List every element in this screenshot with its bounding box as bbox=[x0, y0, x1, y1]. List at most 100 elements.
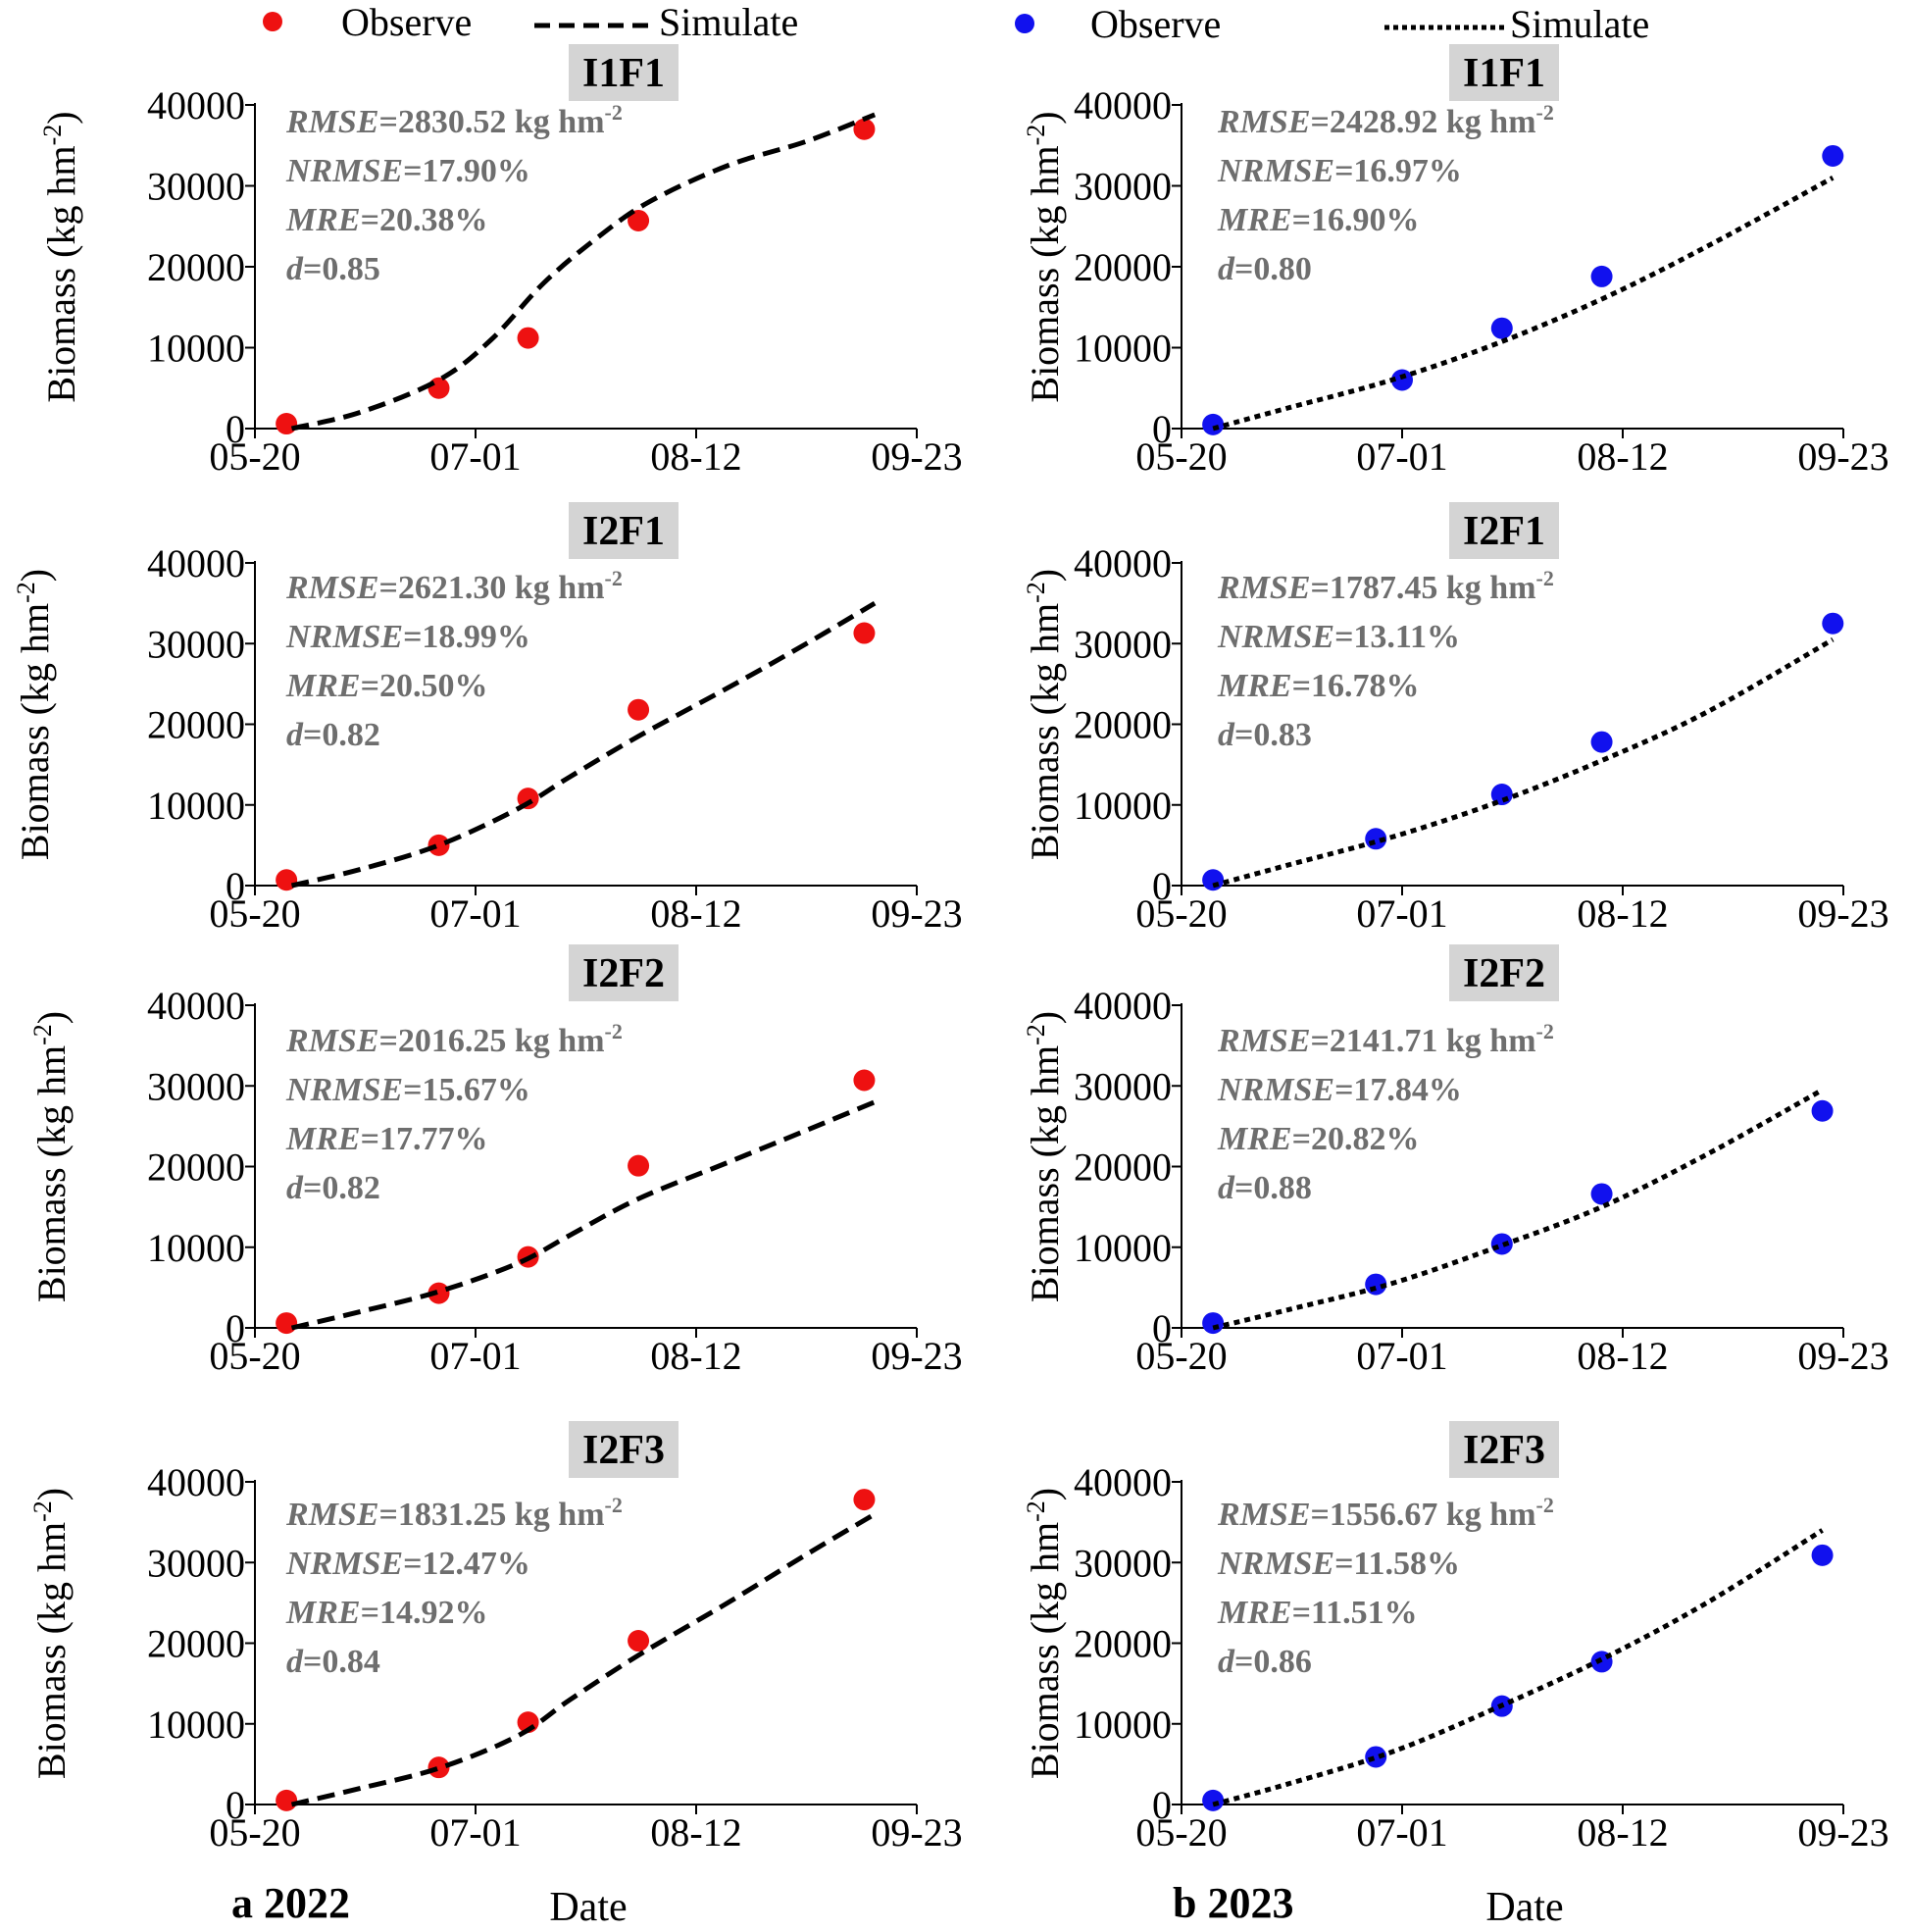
y-tick-label: 0 bbox=[226, 1783, 245, 1827]
y-tick-label: 10000 bbox=[1074, 1226, 1172, 1270]
stat-d-label: d bbox=[286, 717, 304, 753]
stat-rmse-label: RMSE bbox=[285, 1023, 379, 1059]
stat-mre-label: MRE bbox=[1217, 202, 1292, 238]
stat-mre: MRE=11.51% bbox=[1217, 1595, 1418, 1631]
y-axis-label: Biomass (kg hm-2) bbox=[1022, 1488, 1067, 1779]
x-axis-title: Date bbox=[549, 1885, 627, 1930]
y-tick-label: 0 bbox=[1152, 1306, 1172, 1350]
observed-point bbox=[1365, 1746, 1387, 1768]
y-tick-label: 10000 bbox=[1074, 1703, 1172, 1747]
stat-nrmse-label: NRMSE bbox=[285, 619, 403, 655]
footer: a 2022 Date b 2023 Date bbox=[231, 1879, 1564, 1930]
observed-point bbox=[1590, 1183, 1613, 1205]
legend-simulate-label: Simulate bbox=[1510, 2, 1649, 46]
stat-d: d=0.86 bbox=[1218, 1644, 1312, 1680]
stat-nrmse-value: =12.47% bbox=[403, 1546, 530, 1582]
y-tick-label: 30000 bbox=[1074, 1064, 1172, 1108]
y-tick-label: 0 bbox=[226, 1306, 245, 1350]
panel-i2f2-2023: 0 10000 20000 30000 40000 05-20 07-01 08-12 09-2… bbox=[1022, 944, 1889, 1378]
y-tick-label: 40000 bbox=[147, 984, 245, 1028]
stat-nrmse-value: =18.99% bbox=[403, 619, 530, 655]
stat-rmse-value: =1831.25 bbox=[379, 1497, 507, 1533]
y-axis-label-main: Biomass (kg hm bbox=[39, 145, 83, 402]
y-axis-label-exponent: -2 bbox=[38, 125, 67, 146]
observed-point bbox=[427, 834, 450, 856]
stat-nrmse-value: =17.84% bbox=[1334, 1072, 1462, 1108]
x-tick-label: 08-12 bbox=[1577, 1334, 1668, 1378]
x-tick-label: 07-01 bbox=[429, 891, 521, 936]
simulated-line bbox=[290, 1099, 877, 1331]
y-axis-label-main: Biomass (kg hm bbox=[29, 1522, 74, 1779]
stat-d: d=0.84 bbox=[286, 1644, 380, 1680]
observed-point bbox=[1391, 369, 1413, 391]
y-axis-label-main: Biomass (kg hm bbox=[1023, 1045, 1067, 1302]
simulated-line bbox=[1212, 176, 1835, 432]
y-axis-label-close: ) bbox=[39, 111, 83, 124]
stat-rmse-unit: kg hm bbox=[506, 104, 604, 140]
observed-point bbox=[1590, 731, 1613, 753]
observed-point bbox=[1822, 612, 1844, 635]
x-tick-label: 07-01 bbox=[429, 434, 521, 479]
stat-nrmse-value: =15.67% bbox=[403, 1072, 530, 1108]
stat-d: d=0.82 bbox=[286, 717, 380, 753]
stat-d-label: d bbox=[286, 1170, 304, 1206]
stat-d: d=0.88 bbox=[1218, 1170, 1312, 1206]
y-axis-label-close: ) bbox=[1023, 111, 1067, 124]
observed-point bbox=[1811, 1099, 1834, 1122]
x-tick-label: 05-20 bbox=[209, 434, 300, 479]
legend-simulate-label: Simulate bbox=[659, 0, 798, 44]
stat-rmse-label: RMSE bbox=[1217, 1497, 1311, 1533]
x-tick-label: 07-01 bbox=[1356, 1810, 1447, 1855]
y-axis-label-close: ) bbox=[1023, 1011, 1067, 1024]
panel-set-year: 2023 bbox=[1207, 1879, 1293, 1927]
y-tick-label: 40000 bbox=[147, 83, 245, 127]
stat-rmse-unit-exponent: -2 bbox=[605, 1493, 623, 1517]
simulated-line bbox=[290, 600, 877, 889]
observed-point bbox=[276, 1312, 298, 1335]
stat-nrmse-label: NRMSE bbox=[285, 1072, 403, 1108]
legend-observe-marker bbox=[263, 12, 282, 31]
stat-mre: MRE=20.50% bbox=[285, 668, 487, 704]
stat-d-value: =0.86 bbox=[1234, 1644, 1312, 1680]
y-axis-label: Biomass (kg hm-2) bbox=[28, 1488, 74, 1779]
y-axis-label-close: ) bbox=[29, 1488, 74, 1500]
stat-d: d=0.83 bbox=[1218, 717, 1312, 753]
observed-point bbox=[1822, 144, 1844, 167]
stat-rmse-label: RMSE bbox=[285, 570, 379, 606]
stat-rmse: RMSE=2428.92 kg hm-2 bbox=[1217, 100, 1554, 140]
panel-i1f1-2023: 0 10000 20000 30000 40000 05-20 07-01 08-12 09-2… bbox=[1022, 44, 1889, 479]
treatment-title: I2F1 bbox=[1463, 509, 1545, 554]
stat-rmse-unit: kg hm bbox=[506, 570, 604, 606]
simulated-line bbox=[290, 112, 877, 432]
stat-d-value: =0.82 bbox=[303, 1170, 380, 1206]
y-tick-label: 20000 bbox=[1074, 703, 1172, 747]
x-tick-label: 09-23 bbox=[871, 1810, 962, 1855]
observed-point bbox=[1202, 1789, 1225, 1811]
panels: 0 10000 20000 30000 40000 05-20 07-01 08-12 09-2… bbox=[12, 44, 1889, 1855]
stat-rmse-label: RMSE bbox=[285, 104, 379, 140]
stat-rmse-value: =2141.71 bbox=[1311, 1023, 1438, 1059]
treatment-title-box bbox=[1449, 502, 1559, 559]
observed-point bbox=[853, 1489, 876, 1511]
stat-rmse-unit: kg hm bbox=[1437, 570, 1535, 606]
panel-i2f3-2023: 0 10000 20000 30000 40000 05-20 07-01 08-12 09-2… bbox=[1022, 1421, 1889, 1855]
stat-mre-value: =17.77% bbox=[361, 1121, 488, 1157]
stat-d-value: =0.85 bbox=[303, 251, 380, 287]
stat-rmse-unit: kg hm bbox=[1437, 104, 1535, 140]
x-tick-label: 08-12 bbox=[650, 1334, 741, 1378]
y-tick-label: 20000 bbox=[1074, 1145, 1172, 1190]
y-axis-label-close: ) bbox=[13, 569, 57, 582]
stat-d-value: =0.82 bbox=[303, 717, 380, 753]
stat-rmse-unit-exponent: -2 bbox=[605, 100, 623, 125]
y-tick-label: 0 bbox=[1152, 864, 1172, 908]
x-tick-label: 08-12 bbox=[650, 1810, 741, 1855]
panel-i2f2-2022: 0 10000 20000 30000 40000 05-20 07-01 08-12 09-2… bbox=[28, 944, 963, 1378]
stat-mre: MRE=14.92% bbox=[285, 1595, 487, 1631]
observed-point bbox=[853, 622, 876, 644]
observed-point bbox=[1490, 1233, 1513, 1255]
panel-i2f1-2022: 0 10000 20000 30000 40000 05-20 07-01 08-12 09-2… bbox=[12, 502, 963, 936]
stat-mre: MRE=16.78% bbox=[1217, 668, 1419, 704]
y-tick-label: 40000 bbox=[147, 1460, 245, 1504]
stat-rmse: RMSE=2830.52 kg hm-2 bbox=[285, 100, 623, 140]
y-axis-label-exponent: -2 bbox=[12, 582, 40, 603]
